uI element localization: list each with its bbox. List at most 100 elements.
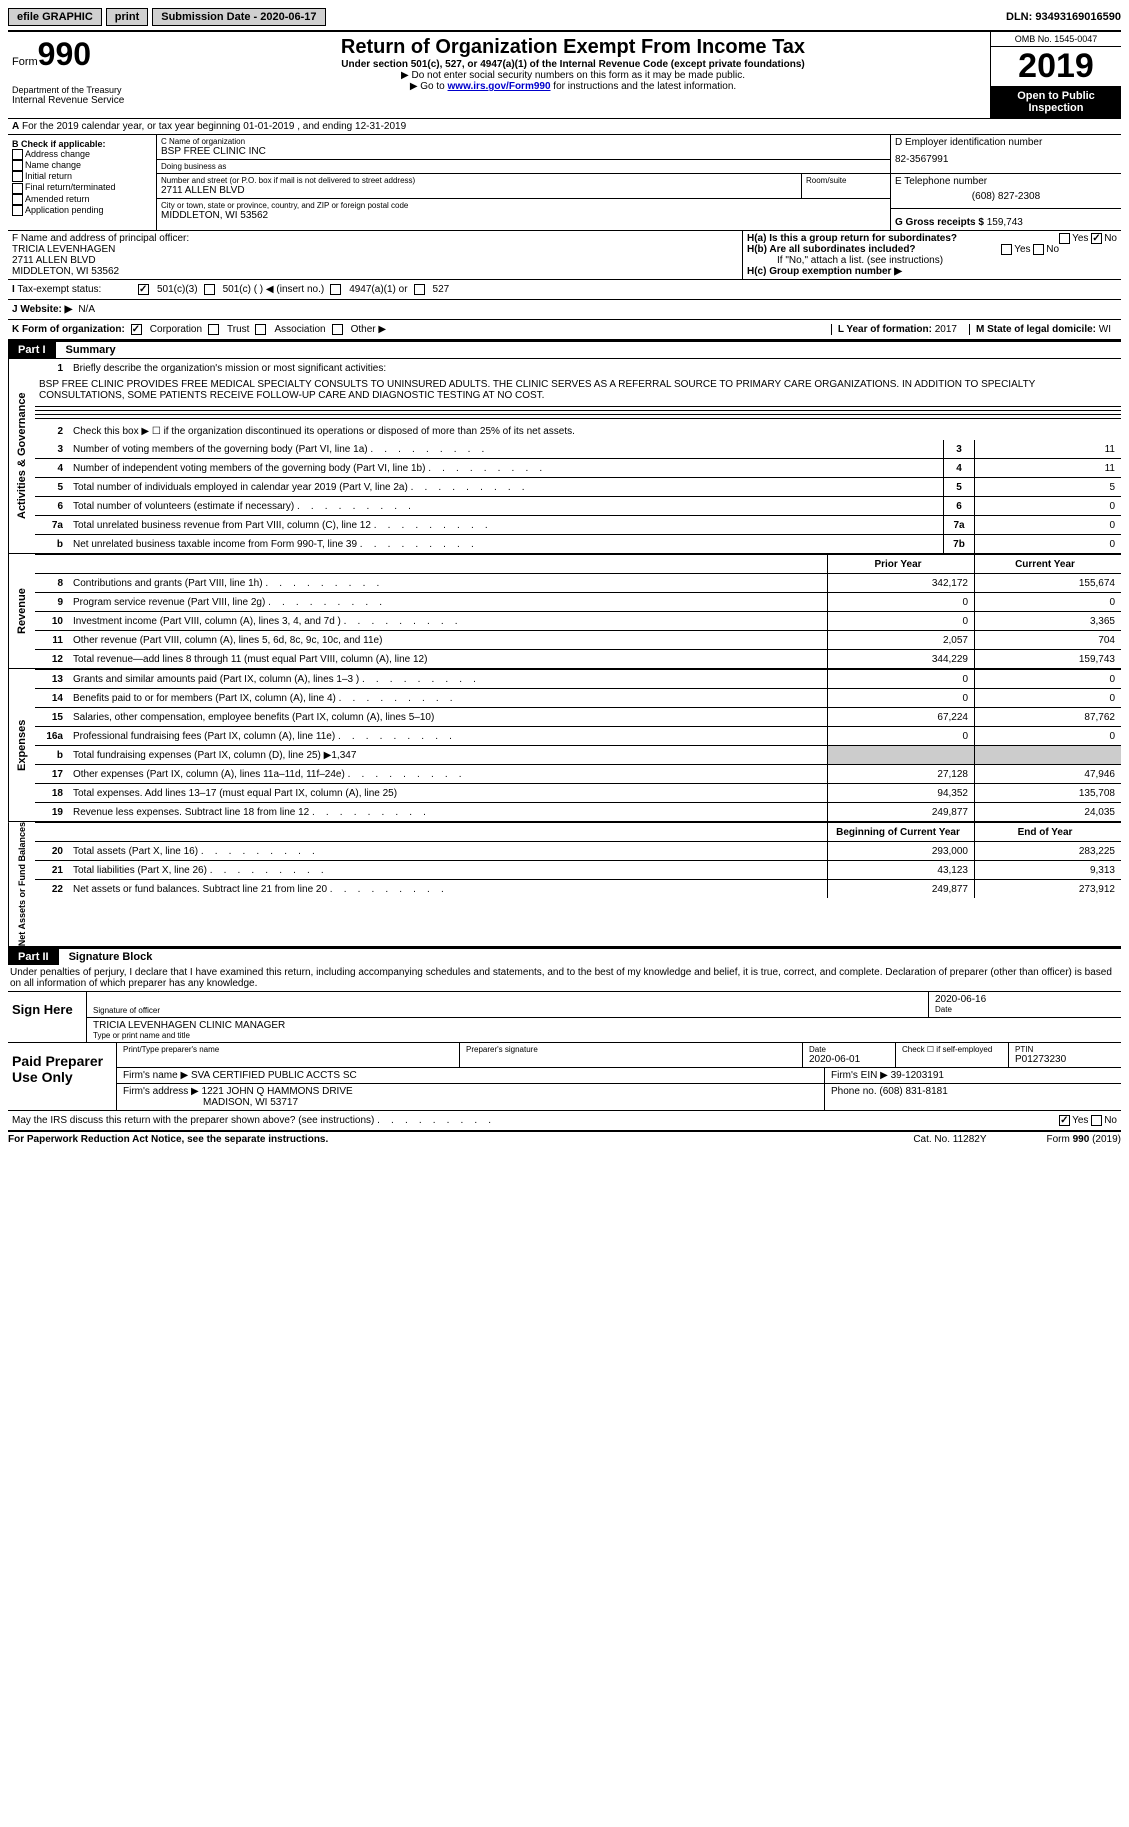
501c-label: 501(c) ( ) ◀ (insert no.) (223, 284, 325, 295)
firm-addr1: 1221 JOHN Q HAMMONS DRIVE (202, 1086, 353, 1097)
name-change-checkbox[interactable] (12, 160, 23, 171)
main-title: Return of Organization Exempt From Incom… (160, 36, 986, 59)
state-domicile: WI (1099, 324, 1111, 335)
final-return-checkbox[interactable] (12, 183, 23, 194)
firm-addr-label: Firm's address ▶ (123, 1086, 199, 1097)
revenue-label: Revenue (8, 554, 35, 668)
irs-link[interactable]: www.irs.gov/Form990 (448, 81, 551, 92)
line20-curr: 283,225 (975, 842, 1121, 860)
paid-preparer-label: Paid Preparer Use Only (8, 1043, 117, 1110)
501c-checkbox[interactable] (204, 284, 215, 295)
b-label: B Check if applicable: (12, 139, 152, 149)
part2-title: Signature Block (67, 949, 155, 965)
print-button[interactable]: print (106, 8, 148, 26)
corp-label: Corporation (150, 324, 202, 335)
line5-num: 5 (943, 478, 975, 496)
name-change-label: Name change (25, 160, 81, 170)
hb-yes-checkbox[interactable] (1001, 244, 1012, 255)
ha-yes-checkbox[interactable] (1059, 233, 1070, 244)
officer-addr1: 2711 ALLEN BLVD (12, 255, 738, 266)
ha-yes: Yes (1072, 233, 1088, 244)
amended-checkbox[interactable] (12, 194, 23, 205)
firm-ein-value: 39-1203191 (891, 1070, 944, 1081)
line10-curr: 3,365 (975, 612, 1121, 630)
self-employed-check: Check ☐ if self-employed (902, 1045, 1002, 1054)
trust-checkbox[interactable] (208, 324, 219, 335)
city-label: City or town, state or province, country… (161, 201, 886, 210)
line14-prior: 0 (827, 689, 975, 707)
line11-curr: 704 (975, 631, 1121, 649)
527-checkbox[interactable] (414, 284, 425, 295)
hb-yes: Yes (1014, 244, 1030, 255)
d-label: D Employer identification number (895, 137, 1117, 148)
expenses-label: Expenses (8, 669, 35, 821)
ha-no-checkbox[interactable] (1091, 233, 1102, 244)
firm-ein-label: Firm's EIN ▶ (831, 1070, 888, 1081)
preparer-date-value: 2020-06-01 (809, 1054, 889, 1065)
perjury-statement: Under penalties of perjury, I declare th… (8, 965, 1121, 991)
501c3-checkbox[interactable] (138, 284, 149, 295)
tax-year-range: For the 2019 calendar year, or tax year … (22, 121, 406, 132)
line5-text: Total number of individuals employed in … (69, 480, 943, 495)
g-label: G Gross receipts $ (895, 217, 984, 228)
discuss-no-checkbox[interactable] (1091, 1115, 1102, 1126)
line13-prior: 0 (827, 670, 975, 688)
net-assets-label: Net Assets or Fund Balances (8, 822, 35, 946)
line16a-curr: 0 (975, 727, 1121, 745)
mission-statement: BSP FREE CLINIC PROVIDES FREE MEDICAL SP… (35, 377, 1121, 403)
trust-label: Trust (227, 324, 249, 335)
dept-treasury: Department of the Treasury (12, 85, 152, 95)
line20-prior: 293,000 (827, 842, 975, 860)
other-checkbox[interactable] (332, 324, 343, 335)
efile-button[interactable]: efile GRAPHIC (8, 8, 102, 26)
sig-date-value: 2020-06-16 (935, 994, 1115, 1005)
hb-no-checkbox[interactable] (1033, 244, 1044, 255)
line17-prior: 27,128 (827, 765, 975, 783)
preparer-date-label: Date (809, 1045, 889, 1054)
4947-checkbox[interactable] (330, 284, 341, 295)
sig-officer-label: Signature of officer (93, 1006, 922, 1015)
current-year-hdr: Current Year (975, 555, 1121, 573)
corp-checkbox[interactable] (131, 324, 142, 335)
line14-text: Benefits paid to or for members (Part IX… (69, 691, 827, 706)
line17-text: Other expenses (Part IX, column (A), lin… (69, 767, 827, 782)
firm-addr2: MADISON, WI 53717 (203, 1097, 298, 1108)
line1-text: Briefly describe the organization's miss… (69, 361, 1121, 376)
note-goto-pre: ▶ Go to (410, 81, 448, 92)
line8-text: Contributions and grants (Part VIII, lin… (69, 576, 827, 591)
addr-change-checkbox[interactable] (12, 149, 23, 160)
ptin-value: P01273230 (1015, 1054, 1115, 1065)
header-center: Return of Organization Exempt From Incom… (156, 32, 990, 118)
pra-notice: For Paperwork Reduction Act Notice, see … (8, 1134, 328, 1145)
line11-text: Other revenue (Part VIII, column (A), li… (69, 633, 827, 648)
form-label: Form (12, 56, 38, 68)
tax-year: 2019 (991, 47, 1121, 86)
line16a-text: Professional fundraising fees (Part IX, … (69, 729, 827, 744)
line14-curr: 0 (975, 689, 1121, 707)
addr-change-label: Address change (25, 149, 90, 159)
irs-label: Internal Revenue Service (12, 95, 152, 106)
line6-val: 0 (975, 497, 1121, 515)
initial-return-label: Initial return (25, 171, 72, 181)
c-label: C Name of organization (161, 137, 886, 146)
line16a-prior: 0 (827, 727, 975, 745)
line15-text: Salaries, other compensation, employee b… (69, 710, 827, 725)
initial-return-checkbox[interactable] (12, 171, 23, 182)
line4-val: 11 (975, 459, 1121, 477)
firm-name-label: Firm's name ▶ (123, 1070, 188, 1081)
open-to-public: Open to Public Inspection (991, 86, 1121, 118)
discuss-text: May the IRS discuss this return with the… (12, 1115, 491, 1126)
preparer-sig-label: Preparer's signature (466, 1045, 796, 1054)
website-value: N/A (78, 304, 95, 315)
line12-prior: 344,229 (827, 650, 975, 668)
discuss-yes-checkbox[interactable] (1059, 1115, 1070, 1126)
line18-prior: 94,352 (827, 784, 975, 802)
line19-text: Revenue less expenses. Subtract line 18 … (69, 805, 827, 820)
app-pending-checkbox[interactable] (12, 205, 23, 216)
line16b-curr (975, 746, 1121, 764)
assoc-checkbox[interactable] (255, 324, 266, 335)
officer-addr2: MIDDLETON, WI 53562 (12, 266, 738, 277)
officer-name: TRICIA LEVENHAGEN (12, 244, 738, 255)
line22-text: Net assets or fund balances. Subtract li… (69, 882, 827, 897)
line5-val: 5 (975, 478, 1121, 496)
